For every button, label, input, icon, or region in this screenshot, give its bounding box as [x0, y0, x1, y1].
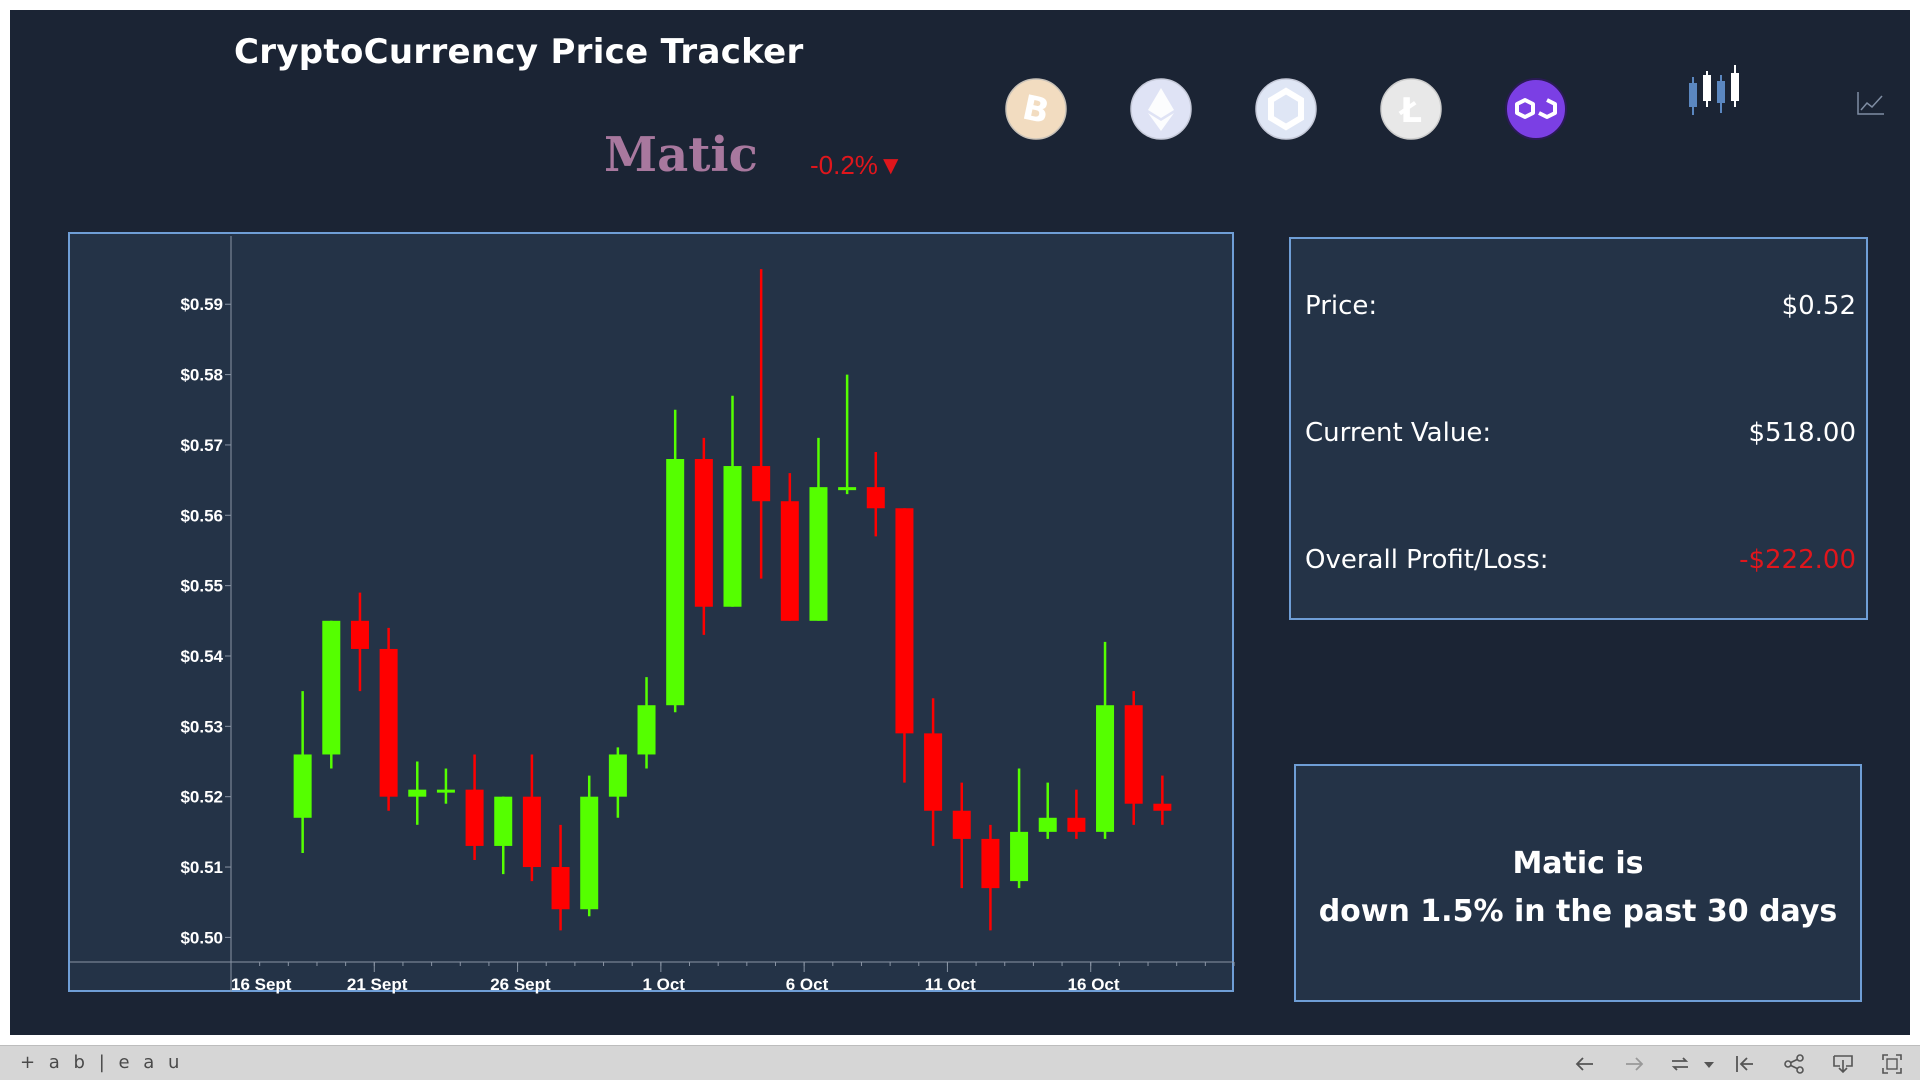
candle-body	[924, 733, 943, 811]
x-tick-label: 21 Sept	[347, 975, 408, 994]
candle-body	[1067, 817, 1086, 832]
price-value: $0.52	[1781, 291, 1856, 321]
profit-loss-label: Overall Profit/Loss:	[1305, 545, 1549, 575]
coin-button-ethereum[interactable]	[1130, 78, 1192, 140]
y-tick-label: $0.57	[180, 436, 223, 455]
revert-icon[interactable]	[1668, 1052, 1692, 1076]
chart-canvas: $0.50 $0.51 $0.52 $0.53 $0.54 $0.55 $0.56 $0.57…	[70, 236, 1235, 994]
summary-text: Matic is down 1.5% in the past 30 days	[1296, 840, 1860, 936]
candle-body	[981, 838, 1000, 889]
coin-button-polygon[interactable]	[1505, 78, 1567, 140]
x-tick-label: 1 Oct	[642, 975, 685, 994]
y-tick-label: $0.52	[180, 788, 223, 807]
candle-body	[350, 620, 369, 649]
candle-body	[666, 459, 685, 706]
x-tick-label: 16 Oct	[1068, 975, 1120, 994]
candle-body	[551, 867, 570, 910]
candle-body	[408, 789, 427, 797]
x-tick-label: 6 Oct	[786, 975, 829, 994]
bitcoin-icon: B	[1005, 78, 1067, 140]
y-tick-label: $0.56	[180, 506, 223, 525]
candle-body	[694, 459, 713, 607]
candle-body	[866, 487, 885, 509]
candle-body	[494, 796, 513, 846]
price-label: Price:	[1305, 291, 1378, 321]
candle-body	[465, 789, 484, 846]
candle-body	[608, 754, 627, 797]
candle-body	[379, 648, 398, 797]
x-tick-label: 26 Sept	[490, 975, 551, 994]
tableau-toolbar: + a b | e a u	[0, 1045, 1920, 1080]
candle-body	[436, 789, 455, 793]
candle-body	[752, 466, 771, 502]
y-tick-label: $0.58	[180, 366, 223, 385]
litecoin-icon: Ł	[1380, 78, 1442, 140]
profit-loss-value: -$222.00	[1739, 545, 1856, 575]
dashboard: CryptoCurrency Price Tracker Matic -0.2%…	[10, 10, 1910, 1035]
candle-body	[1096, 705, 1115, 832]
page-title: CryptoCurrency Price Tracker	[234, 32, 804, 72]
candle-body	[838, 487, 857, 491]
candle-body	[780, 501, 799, 621]
reset-icon[interactable]	[1733, 1052, 1757, 1076]
candle-body	[580, 796, 599, 910]
redo-icon[interactable]	[1622, 1052, 1646, 1076]
coin-button-bitcoin[interactable]: B	[1005, 78, 1067, 140]
y-tick-label: $0.53	[180, 717, 223, 736]
candle-body	[322, 620, 341, 755]
candle-body	[637, 705, 656, 755]
coin-button-litecoin[interactable]: Ł	[1380, 78, 1442, 140]
current-value-row: Current Value: $518.00	[1305, 413, 1856, 453]
ethereum-icon	[1130, 78, 1192, 140]
candlestick-chart-icon[interactable]	[1683, 65, 1743, 121]
candle-body	[1153, 803, 1172, 811]
stats-panel: Price: $0.52 Current Value: $518.00 Over…	[1289, 237, 1868, 620]
polygon-icon	[1505, 78, 1567, 140]
candle-body	[522, 796, 541, 868]
tableau-logo-text: + a b | e a u	[20, 1052, 184, 1073]
dropdown-icon[interactable]	[1702, 1052, 1716, 1076]
y-tick-label: $0.59	[180, 295, 223, 314]
chainlink-icon	[1255, 78, 1317, 140]
y-tick-label: $0.51	[180, 858, 223, 877]
y-tick-label: $0.55	[180, 577, 223, 596]
candlestick-chart: $0.50 $0.51 $0.52 $0.53 $0.54 $0.55 $0.56 $0.57…	[68, 232, 1235, 994]
fullscreen-icon[interactable]	[1880, 1052, 1904, 1076]
current-value-label: Current Value:	[1305, 418, 1492, 448]
share-icon[interactable]	[1782, 1052, 1806, 1076]
summary-panel: Matic is down 1.5% in the past 30 days	[1294, 764, 1862, 1002]
daily-change: -0.2%▼	[810, 150, 904, 180]
svg-text:Ł: Ł	[1398, 91, 1422, 131]
y-tick-label: $0.50	[180, 928, 223, 947]
candle-body	[723, 466, 742, 607]
line-chart-icon[interactable]	[1856, 90, 1886, 116]
candle-body	[895, 508, 914, 734]
candle-body	[1010, 831, 1029, 882]
candle-body	[952, 810, 971, 839]
summary-line-1: Matic is	[1512, 846, 1644, 881]
y-tick-label: $0.54	[180, 647, 223, 666]
summary-line-2: down 1.5% in the past 30 days	[1318, 894, 1838, 929]
tableau-logo[interactable]: + a b | e a u	[20, 1052, 183, 1073]
candle-body	[293, 754, 312, 818]
price-row: Price: $0.52	[1305, 286, 1856, 326]
download-icon[interactable]	[1831, 1052, 1855, 1076]
candle-body	[809, 487, 828, 621]
current-value: $518.00	[1748, 418, 1856, 448]
candle-body	[1038, 817, 1057, 832]
x-tick-label: 11 Oct	[925, 975, 976, 994]
x-tick-label: 16 Sept	[231, 975, 292, 994]
undo-icon[interactable]	[1573, 1052, 1597, 1076]
candle-body	[1124, 705, 1143, 804]
profit-loss-row: Overall Profit/Loss: -$222.00	[1305, 540, 1856, 580]
coin-button-chainlink[interactable]	[1255, 78, 1317, 140]
coin-name: Matic	[604, 127, 758, 183]
